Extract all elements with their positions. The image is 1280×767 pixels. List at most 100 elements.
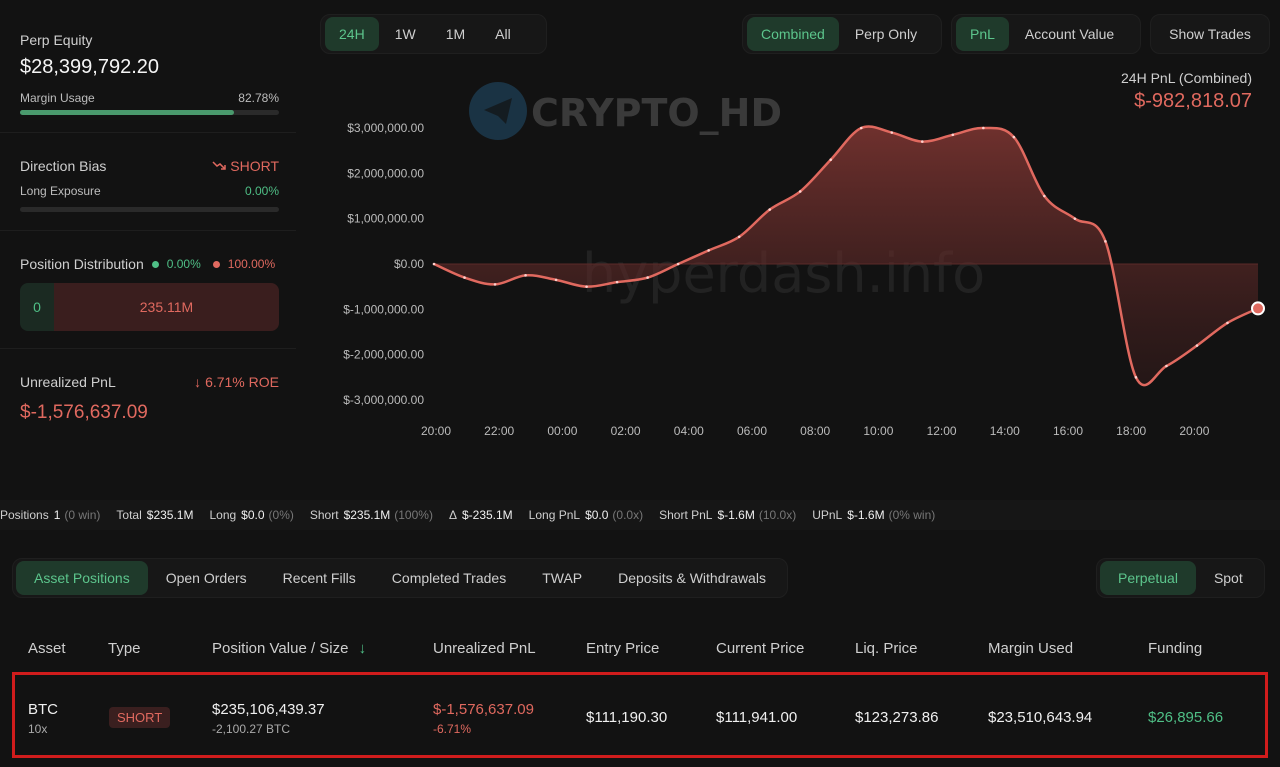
range-tab-all[interactable]: All [495,26,511,42]
stat-item: Total $235.1M [116,508,193,522]
col-entry-price[interactable]: Entry Price [586,640,660,657]
current-point-marker[interactable] [1251,301,1265,316]
y-tick-label: $0.00 [394,257,424,271]
pnl-chart-svg: CRYPTO_HD hyperdash.info $3,000,000.00$2… [343,82,1265,438]
margin-usage-value: 82.78% [238,91,279,105]
col-position-value[interactable]: Position Value / Size ↓ [212,640,366,657]
positions-stats-bar: Positions 1 (0 win) Total $235.1M Long $0.0 (0%… [0,500,1280,530]
metric-tab-pnl[interactable]: PnL [956,17,1009,51]
data-point [829,158,833,162]
pnl-chart: CRYPTO_HD hyperdash.info $3,000,000.00 $2… [320,60,1280,460]
current-price: $111,941.00 [716,709,798,726]
perp-equity-value: $28,399,792.20 [20,56,160,78]
data-point [768,208,772,211]
unrealized-pnl-value: $-1,576,637.09 [20,402,148,423]
tab-spot[interactable]: Spot [1213,570,1243,586]
tab-completed-trades[interactable]: Completed Trades [391,570,507,586]
stat-value: $0.0 [241,508,265,522]
metric-tab-account-value[interactable]: Account Value [1024,26,1115,42]
direction-bias-value: SHORT [230,158,279,174]
show-trades-button[interactable]: Show Trades [1169,26,1251,42]
data-point [1134,376,1138,379]
margin-used: $23,510,643.94 [988,709,1093,726]
data-point [585,285,588,288]
row-unrealized-pnl: $-1,576,637.09 [433,701,534,718]
long-dot-icon [151,260,159,268]
pnl-series-line [433,125,1259,387]
col-asset[interactable]: Asset [28,640,66,657]
col-margin-used[interactable]: Margin Used [988,640,1074,657]
range-tab-1w[interactable]: 1W [394,26,416,42]
stat-extra: (0% win) [888,508,936,522]
stat-extra: (0 win) [64,508,101,522]
data-point [798,190,802,193]
positions-tabs: Asset Positions Open Orders Recent Fills… [12,558,788,598]
tab-deposits-withdrawals[interactable]: Deposits & Withdrawals [618,570,766,586]
tab-perpetual[interactable]: Perpetual [1100,561,1196,595]
stat-value: $-1.6M [847,508,885,522]
table-row[interactable]: BTC 10x SHORT $235,106,439.37 -2,100.27 … [12,672,1268,758]
position-value: $235,106,439.37 [212,701,325,718]
data-point [524,274,527,277]
data-point [951,133,955,137]
x-tick-label: 22:00 [484,424,514,438]
x-tick-label: 16:00 [1053,424,1083,438]
data-point [463,276,466,279]
y-tick-label: $2,000,000.00 [347,166,424,180]
x-tick-label: 02:00 [611,424,641,438]
position-size: -2,100.27 BTC [212,722,291,736]
stat-value: 1 [53,508,61,522]
divider [0,348,296,349]
position-distribution-label: Position Distribution [20,256,144,272]
data-point [646,276,649,279]
row-unrealized-pnl-pct: -6.71% [433,722,472,736]
col-current-price[interactable]: Current Price [716,640,805,657]
col-unrealized-pnl[interactable]: Unrealized PnL [433,640,536,657]
col-liq-price[interactable]: Liq. Price [855,640,918,657]
range-tab-24h[interactable]: 24H [325,17,379,51]
stat-label: Long PnL [528,508,581,522]
x-tick-label: 18:00 [1116,424,1146,438]
stat-extra: (100%) [394,508,433,522]
margin-usage-label: Margin Usage [20,91,95,105]
data-point [554,278,558,282]
mode-tab-combined[interactable]: Combined [747,17,839,51]
tab-asset-positions[interactable]: Asset Positions [16,561,148,595]
x-tick-label: 20:00 [1179,424,1209,438]
long-exposure-label: Long Exposure [20,184,101,198]
col-position-value-label: Position Value / Size [212,640,349,657]
tab-recent-fills[interactable]: Recent Fills [282,570,356,586]
mode-tab-perp-only[interactable]: Perp Only [854,26,918,42]
unrealized-pnl-label: Unrealized PnL [20,374,116,390]
stat-item: Long $0.0 (0%) [209,508,293,522]
stat-label: Short PnL [659,508,713,522]
tab-twap[interactable]: TWAP [542,570,583,586]
data-point [1165,364,1168,368]
y-tick-label: $1,000,000.00 [347,212,424,226]
stat-value: $235.1M [343,508,391,522]
asset-leverage: 10x [28,722,48,736]
position-distribution-bar: 0 235.11M [20,283,279,331]
tab-open-orders[interactable]: Open Orders [165,570,247,586]
range-tab-1m[interactable]: 1M [445,26,466,42]
dist-long-segment: 0 [20,283,54,331]
stat-label: Long [209,508,237,522]
arrow-down-icon: ↓ [194,374,202,390]
direction-bias-value-wrap: SHORT [212,158,279,174]
watermark-logo-text: CRYPTO_HD [531,91,782,135]
stat-label: Positions [0,508,49,522]
margin-usage-bar [20,110,279,115]
data-point [676,262,680,266]
market-tabs: Perpetual Spot [1096,558,1265,598]
margin-usage-bar-fill [20,110,235,115]
stat-item: Short $235.1M (100%) [310,508,433,522]
long-exposure-value: 0.00% [244,184,279,198]
funding-value: $26,895.66 [1148,709,1224,726]
col-type[interactable]: Type [108,640,141,657]
x-tick-label: 12:00 [927,424,957,438]
stat-value: $0.0 [585,508,609,522]
data-point [1043,194,1046,198]
data-point [493,283,497,286]
divider [0,230,296,231]
col-funding[interactable]: Funding [1148,640,1203,657]
